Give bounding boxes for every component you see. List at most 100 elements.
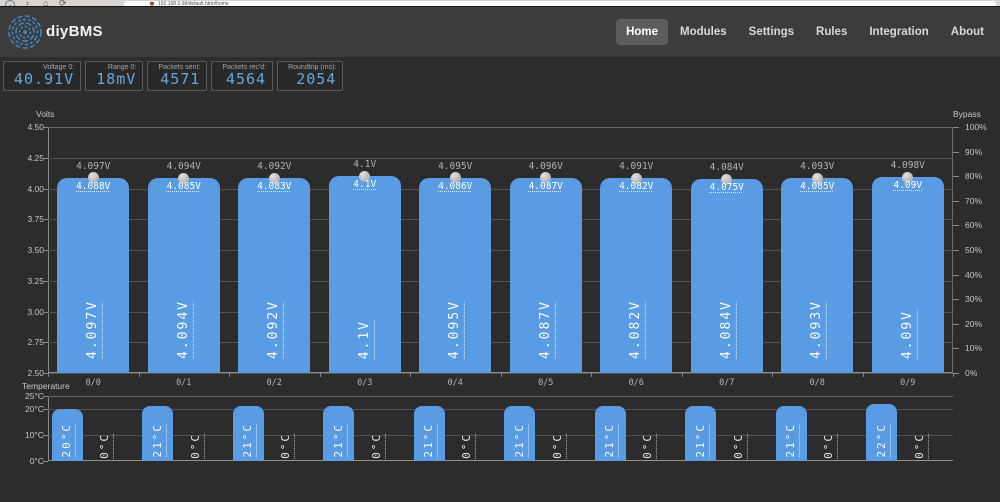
cell-voltage-bar[interactable]: 4.087V xyxy=(509,177,582,373)
cell-marker-dot xyxy=(630,172,642,184)
stat-box-3: Packets rec'd: 4564 xyxy=(211,61,274,91)
x-axis-category-label: 0/5 xyxy=(538,378,554,388)
external-temp-label[interactable]: 0°C xyxy=(641,433,655,459)
nav-item-about[interactable]: About xyxy=(950,26,984,38)
internal-temp-bar[interactable]: 22°C xyxy=(866,403,898,461)
cell-voltage-current-label[interactable]: 4.087V xyxy=(528,180,563,192)
axis-tick xyxy=(953,200,959,202)
url-text: 192.168.0.68/default.htm#home xyxy=(158,1,229,7)
refresh-icon[interactable]: ⟳ xyxy=(59,0,67,7)
internal-temp-bar[interactable]: 20°C xyxy=(51,409,83,461)
cell-voltage-current-label[interactable]: 4.09V xyxy=(893,180,923,192)
external-temp-label[interactable]: 0°C xyxy=(369,433,383,459)
bypass-tick-label: 100% xyxy=(965,122,987,132)
cell-voltage-current-label[interactable]: 4.085V xyxy=(800,181,835,193)
cell-voltage-bar[interactable]: 4.082V xyxy=(600,178,673,373)
cell-voltage-inner-label: 4.09V xyxy=(899,309,915,359)
x-axis-tick xyxy=(229,373,230,377)
x-axis-category-label: 0/8 xyxy=(809,378,825,388)
stat-value: 18mV xyxy=(96,70,137,88)
gridline xyxy=(48,409,953,410)
cell-voltage-inner-label: 4.093V xyxy=(809,300,825,359)
cell-voltage-bar[interactable]: 4.1V xyxy=(328,176,401,373)
bypass-tick-label: 80% xyxy=(965,171,983,182)
external-temp-label[interactable]: 0°C xyxy=(279,433,293,459)
nav-item-settings[interactable]: Settings xyxy=(748,26,795,38)
cell-voltage-current-label[interactable]: 4.088V xyxy=(76,180,111,192)
cell-voltage-inner-label: 4.082V xyxy=(628,300,644,359)
cell-voltage-bar[interactable]: 4.094V xyxy=(147,178,220,373)
stat-label: Range 0: xyxy=(107,64,137,71)
axis-tick xyxy=(953,176,959,178)
axis-tick xyxy=(953,323,959,325)
cell-voltage-current-label[interactable]: 4.083V xyxy=(257,181,292,193)
x-axis-tick xyxy=(319,373,321,377)
bypass-tick-label: 40% xyxy=(965,269,983,280)
nav-item-modules[interactable]: Modules xyxy=(680,26,727,38)
cell-voltage-current-label[interactable]: 4.086V xyxy=(438,180,473,192)
internal-temp-bar[interactable]: 21°C xyxy=(775,406,807,461)
internal-temp-bar[interactable]: 21°C xyxy=(232,406,264,461)
axis-tick xyxy=(43,157,48,159)
internal-temp-label: 20°C xyxy=(60,422,74,458)
cell-voltage-current-label[interactable]: 4.075V xyxy=(709,182,744,194)
external-temp-label[interactable]: 0°C xyxy=(460,433,474,459)
cell-voltage-current-label[interactable]: 4.085V xyxy=(166,181,201,193)
axis-tick xyxy=(43,461,48,462)
nav-item-rules[interactable]: Rules xyxy=(816,26,848,38)
nav-item-integration[interactable]: Integration xyxy=(869,26,929,38)
bypass-tick-label: 50% xyxy=(965,245,983,255)
x-axis-category-label: 0/7 xyxy=(719,378,735,388)
nav-item-home[interactable]: Home xyxy=(616,19,669,45)
volts-tick-label: 2.75 xyxy=(27,337,44,348)
cell-voltage-inner-label: 4.095V xyxy=(447,300,463,359)
stat-box-0: Voltage 0: 40.91V xyxy=(3,61,82,91)
internal-temp-bar[interactable]: 21°C xyxy=(323,406,355,461)
internal-temp-bar[interactable]: 21°C xyxy=(685,406,717,461)
internal-temp-bar[interactable]: 21°C xyxy=(594,406,626,461)
back-icon[interactable]: ‹ xyxy=(5,0,15,6)
x-axis-tick xyxy=(500,373,502,377)
cell-voltage-bar[interactable]: 4.097V xyxy=(57,177,130,373)
cell-voltage-bar[interactable]: 4.09V xyxy=(871,177,944,373)
external-temp-label[interactable]: 0°C xyxy=(188,433,202,459)
cell-voltage-bar[interactable]: 4.093V xyxy=(781,178,854,373)
temp-x-axis-line xyxy=(48,460,953,461)
axis-tick xyxy=(43,280,48,282)
cell-voltage-max-label: 4.092V xyxy=(257,161,292,173)
external-temp-label[interactable]: 0°C xyxy=(731,433,745,459)
stat-label: Voltage 0: xyxy=(43,64,75,71)
volts-tick-label: 3.00 xyxy=(27,306,44,317)
forward-icon[interactable]: › xyxy=(26,0,29,7)
cell-voltage-bar[interactable]: 4.084V xyxy=(690,179,763,373)
internal-temp-label: 21°C xyxy=(784,422,798,458)
cell-voltage-current-label[interactable]: 4.1V xyxy=(353,179,377,191)
cell-voltage-inner-label: 4.097V xyxy=(85,300,101,359)
external-temp-label[interactable]: 0°C xyxy=(912,433,926,459)
axis-tick xyxy=(953,250,959,251)
internal-temp-bar[interactable]: 21°C xyxy=(413,406,445,461)
gridline xyxy=(48,157,953,159)
url-bar[interactable]: 192.168.0.68/default.htm#home xyxy=(124,1,996,7)
home-icon[interactable]: ⌂ xyxy=(43,0,49,7)
gridline xyxy=(48,127,953,128)
bypass-tick-label: 10% xyxy=(965,343,983,354)
shield-icon[interactable] xyxy=(150,2,154,6)
internal-temp-label: 21°C xyxy=(603,422,617,458)
external-temp-label[interactable]: 0°C xyxy=(98,433,112,459)
cell-voltage-max-label: 4.091V xyxy=(619,161,654,173)
internal-temp-bar[interactable]: 21°C xyxy=(504,406,536,461)
cell-voltage-bar[interactable]: 4.095V xyxy=(419,177,492,373)
cell-voltage-max-label: 4.096V xyxy=(528,160,563,172)
external-temp-label[interactable]: 0°C xyxy=(550,433,564,459)
bypass-tick-label: 0% xyxy=(965,368,978,378)
cell-voltage-bar[interactable]: 4.092V xyxy=(238,178,311,373)
external-temp-label[interactable]: 0°C xyxy=(822,433,836,459)
temp-tick-label: 10°C xyxy=(25,430,44,440)
volts-x-axis-line xyxy=(48,372,953,373)
cell-voltage-current-label[interactable]: 4.082V xyxy=(619,181,654,193)
internal-temp-bar[interactable]: 21°C xyxy=(142,406,174,461)
cell-marker-dot xyxy=(359,170,371,182)
gridline xyxy=(48,342,953,344)
